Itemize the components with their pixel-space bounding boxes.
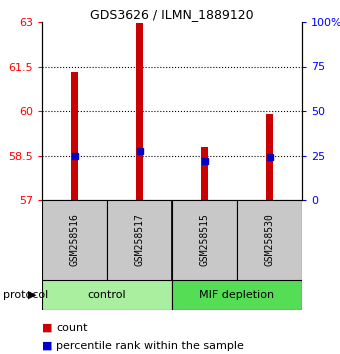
Text: GSM258516: GSM258516 xyxy=(69,213,80,267)
Text: MIF depletion: MIF depletion xyxy=(200,290,275,300)
Text: GSM258530: GSM258530 xyxy=(265,213,274,267)
Bar xyxy=(172,200,237,280)
Bar xyxy=(266,114,273,200)
Text: GSM258515: GSM258515 xyxy=(200,213,209,267)
Text: count: count xyxy=(56,323,87,333)
Bar xyxy=(71,73,79,200)
Bar xyxy=(107,200,172,280)
Text: control: control xyxy=(88,290,126,300)
Bar xyxy=(201,147,208,200)
Text: GSM258517: GSM258517 xyxy=(135,213,144,267)
Bar xyxy=(42,280,172,310)
Text: protocol: protocol xyxy=(3,290,49,300)
Text: ■: ■ xyxy=(42,323,52,333)
Bar xyxy=(172,280,302,310)
Text: percentile rank within the sample: percentile rank within the sample xyxy=(56,341,244,351)
Text: ■: ■ xyxy=(42,341,52,351)
Bar xyxy=(136,23,143,200)
Bar xyxy=(42,200,107,280)
Bar xyxy=(237,200,302,280)
Text: ▶: ▶ xyxy=(29,290,37,300)
Title: GDS3626 / ILMN_1889120: GDS3626 / ILMN_1889120 xyxy=(90,8,254,21)
